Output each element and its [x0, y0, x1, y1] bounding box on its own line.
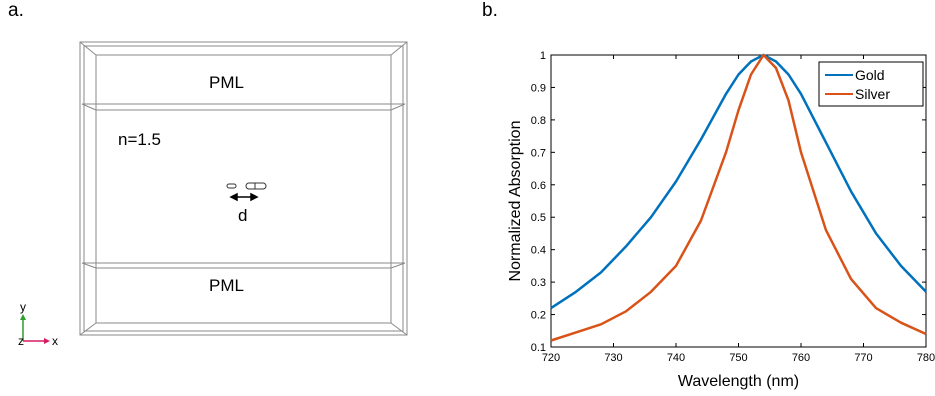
x-tick-label: 720: [542, 352, 560, 364]
outer-box: [79, 41, 408, 336]
y-tick-label: 0.7: [531, 147, 546, 159]
y-tick-label: 0.1: [531, 342, 546, 354]
y-tick-label: 1: [540, 50, 546, 62]
x-tick-label: 730: [604, 352, 622, 364]
panel-a-label: a.: [8, 0, 24, 21]
series-line-gold: [550, 53, 927, 310]
y-tick-label: 0.9: [531, 82, 546, 94]
legend-label: Gold: [855, 67, 885, 83]
series-line-silver: [550, 53, 927, 342]
nanorod-pair: [226, 182, 267, 190]
y-tick-label: 0.2: [531, 310, 546, 322]
x-tick-label: 740: [667, 352, 685, 364]
refractive-index-label: n=1.5: [118, 130, 162, 149]
panel-b-label: b.: [482, 0, 498, 21]
x-tick-label: 750: [729, 352, 747, 364]
y-tick-label: 0.5: [531, 212, 546, 224]
coordinate-triad: [20, 314, 50, 344]
y-tick-label: 0.3: [531, 277, 546, 289]
legend: Gold Silver: [818, 61, 924, 107]
pml-top-label: PML: [209, 73, 244, 92]
x-tick-label: 780: [917, 352, 935, 364]
z-axis-label: z: [18, 334, 24, 348]
gap-arrow: [229, 192, 259, 202]
small-nanorod: [226, 183, 237, 189]
legend-box: [818, 61, 924, 107]
y-tick-label: 0.8: [531, 115, 546, 127]
inner-box: [95, 54, 392, 324]
pml-bottom-label: PML: [209, 276, 244, 295]
x-axis-title: Wavelength (nm): [678, 373, 799, 390]
x-axis-label: x: [52, 334, 58, 348]
large-nanorod: [245, 182, 267, 190]
y-tick-label: 0.6: [531, 180, 546, 192]
x-tick-label: 760: [792, 352, 810, 364]
x-tick-label: 770: [854, 352, 872, 364]
gap-label: d: [238, 206, 248, 225]
legend-label: Silver: [855, 86, 890, 102]
y-tick-label: 0.4: [531, 245, 546, 257]
y-axis-label: y: [20, 300, 26, 314]
y-axis-title: Normalized Absorption: [507, 121, 524, 282]
